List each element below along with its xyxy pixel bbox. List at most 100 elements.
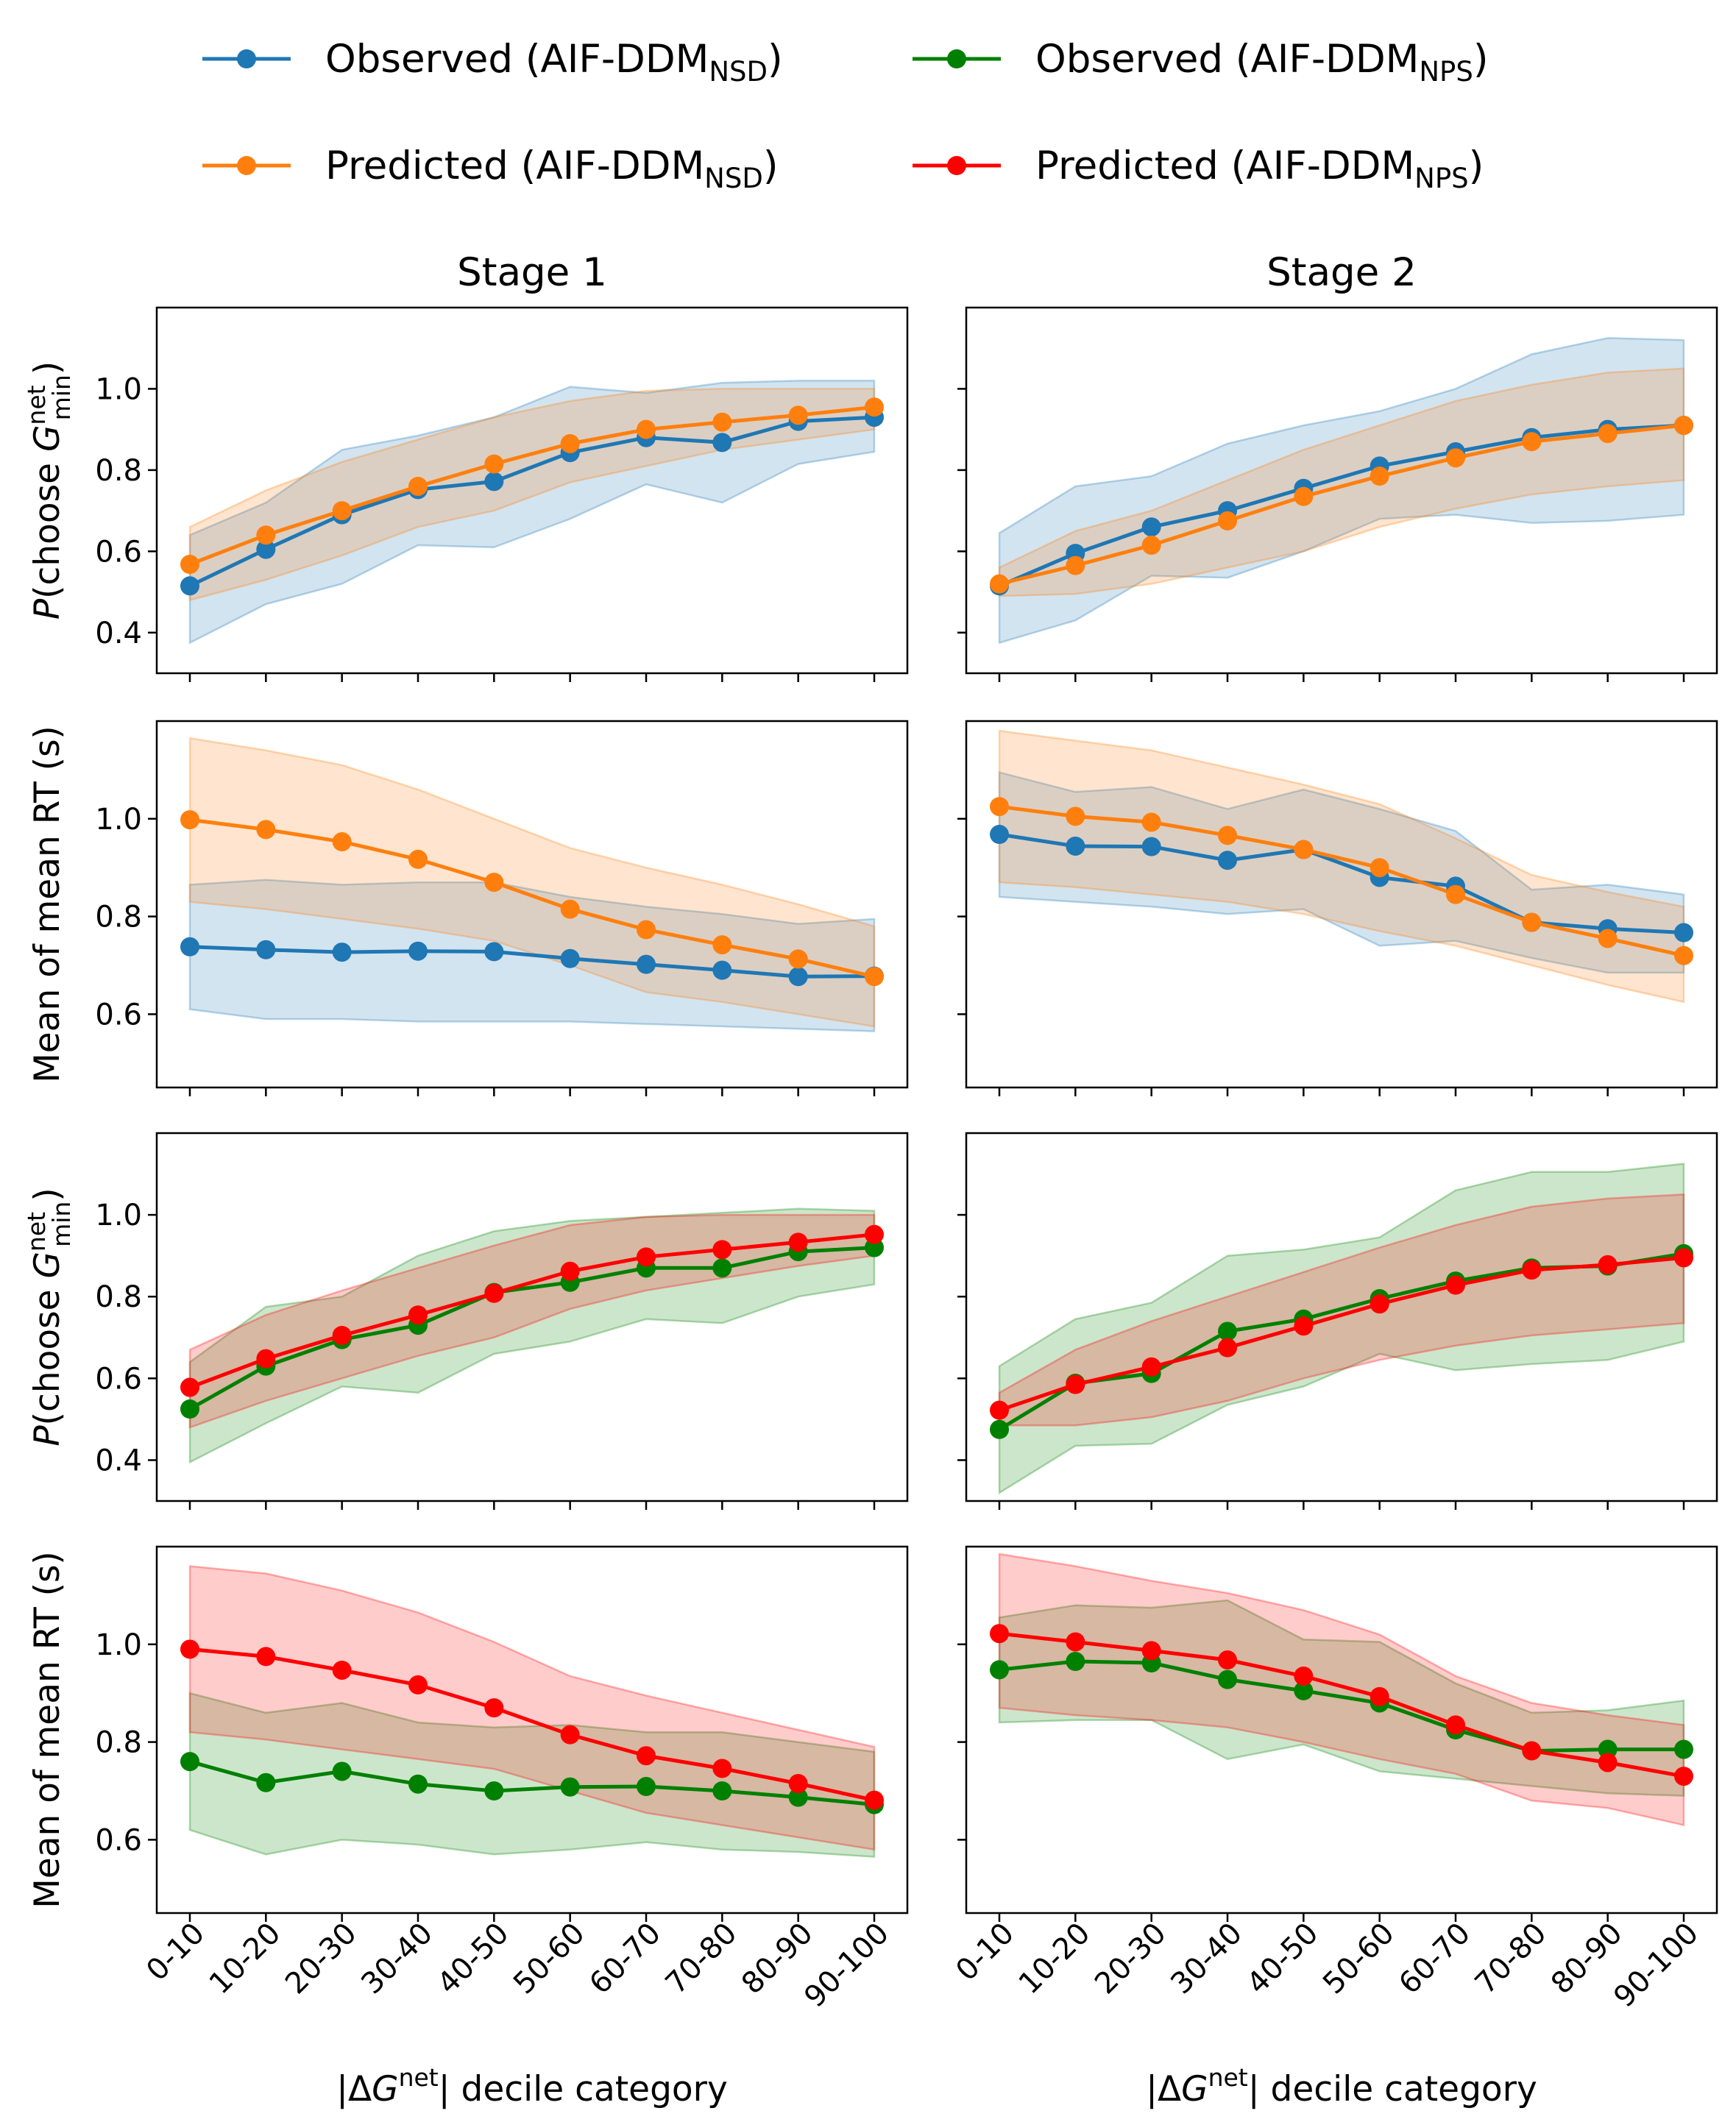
data-point	[990, 797, 1009, 817]
data-point	[332, 1326, 352, 1345]
data-point	[560, 948, 580, 968]
axes-frame	[965, 1545, 1718, 1915]
x-tick-label: 40-50	[431, 1917, 516, 2001]
data-point	[788, 1787, 808, 1807]
data-point	[484, 942, 504, 962]
data-point	[990, 1400, 1009, 1420]
x-tick-label: 30-40	[1164, 1917, 1249, 2001]
data-point	[256, 525, 276, 545]
x-tick-label: 30-40	[355, 1917, 439, 2001]
x-tick-label: 20-30	[279, 1917, 364, 2001]
data-point	[788, 405, 808, 425]
confidence-band	[188, 1692, 876, 1858]
data-point	[256, 539, 276, 559]
data-point	[256, 1647, 276, 1667]
x-tick-label: 60-70	[1392, 1917, 1477, 2001]
data-point	[788, 1774, 808, 1794]
series-line	[189, 945, 875, 979]
data-point	[1446, 884, 1465, 904]
data-point	[990, 574, 1009, 594]
data-point	[1066, 806, 1085, 826]
data-point	[1218, 1321, 1237, 1341]
data-point	[1066, 1652, 1085, 1672]
subplot	[957, 1132, 1718, 1510]
data-point	[1674, 923, 1693, 943]
y-tick-label: 0.6	[95, 998, 142, 1032]
subplot: 0-1010-2020-3030-4040-5050-6060-7070-808…	[95, 1545, 909, 2014]
data-point	[990, 825, 1009, 845]
axes-frame	[155, 720, 909, 1089]
data-point	[1141, 1357, 1161, 1377]
y-tick-label: 0.6	[95, 1823, 142, 1857]
series-line	[189, 1232, 875, 1389]
data-point	[256, 1773, 276, 1792]
x-tick-label: 10-20	[203, 1917, 288, 2001]
data-point	[1598, 1739, 1618, 1759]
data-point	[256, 1349, 276, 1369]
data-point	[1294, 1666, 1314, 1686]
data-point	[1294, 840, 1314, 859]
x-axis-label: |ΔGnet| decile category	[1146, 2063, 1537, 2109]
data-point	[865, 1238, 884, 1257]
data-point	[1218, 1669, 1237, 1689]
data-point	[332, 501, 352, 521]
data-point	[712, 1759, 732, 1778]
data-point	[1218, 1338, 1237, 1358]
x-tick-label: 0-10	[949, 1917, 1021, 1988]
data-point	[560, 1777, 580, 1797]
axes-frame	[155, 306, 909, 675]
series-line	[999, 804, 1684, 958]
series-line	[999, 423, 1684, 586]
axes-frame	[965, 1132, 1718, 1502]
data-point	[1674, 416, 1693, 436]
data-point	[1446, 1715, 1465, 1735]
data-point	[637, 419, 656, 439]
data-point	[1066, 836, 1085, 856]
axes-frame	[965, 306, 1718, 675]
axes-frame	[155, 1132, 909, 1502]
data-point	[637, 1746, 656, 1766]
data-point	[180, 1377, 199, 1397]
data-point	[180, 1752, 199, 1772]
series-line	[188, 415, 875, 588]
confidence-band	[998, 1163, 1685, 1495]
subplot	[957, 720, 1718, 1096]
series-line	[999, 1255, 1684, 1413]
data-point	[560, 1261, 580, 1281]
data-point	[1370, 858, 1389, 878]
data-point	[712, 1781, 732, 1800]
axes-frame	[965, 720, 1718, 1089]
y-tick-label: 1.0	[95, 372, 142, 406]
data-point	[1522, 432, 1542, 452]
data-point	[1674, 1739, 1693, 1759]
data-point	[990, 1624, 1009, 1644]
legend-label: Observed (AIF-DDMNSD)	[325, 37, 783, 88]
data-point	[865, 1790, 884, 1810]
data-point	[1294, 1681, 1314, 1700]
confidence-band	[188, 380, 876, 645]
y-tick-label: 1.0	[95, 1199, 142, 1232]
x-tick-label: 50-60	[1317, 1917, 1401, 2001]
x-tick-label: 70-80	[1469, 1917, 1553, 2001]
data-point	[1294, 486, 1314, 506]
data-point	[788, 1232, 808, 1252]
data-point	[1598, 1255, 1618, 1274]
x-axis-label: |ΔGnet| decile category	[336, 2063, 728, 2109]
data-point	[332, 943, 352, 962]
data-point	[1218, 1650, 1237, 1670]
subplot: 0.6 0.8 1.0	[95, 720, 909, 1096]
data-point	[712, 1258, 732, 1278]
confidence-band	[998, 1553, 1685, 1827]
data-point	[1674, 1767, 1693, 1786]
data-point	[1141, 536, 1161, 556]
data-point	[637, 920, 656, 940]
data-point	[712, 433, 732, 453]
legend-entry: Predicted (AIF-DDMNPS)	[913, 143, 1484, 194]
data-point	[712, 935, 732, 955]
column-title-stage-1: Stage 1	[457, 250, 607, 295]
data-point	[1370, 466, 1389, 486]
data-point	[1141, 837, 1161, 856]
subplot	[957, 306, 1718, 682]
y-tick-label: 0.8	[95, 1280, 142, 1314]
data-point	[1446, 1275, 1465, 1295]
